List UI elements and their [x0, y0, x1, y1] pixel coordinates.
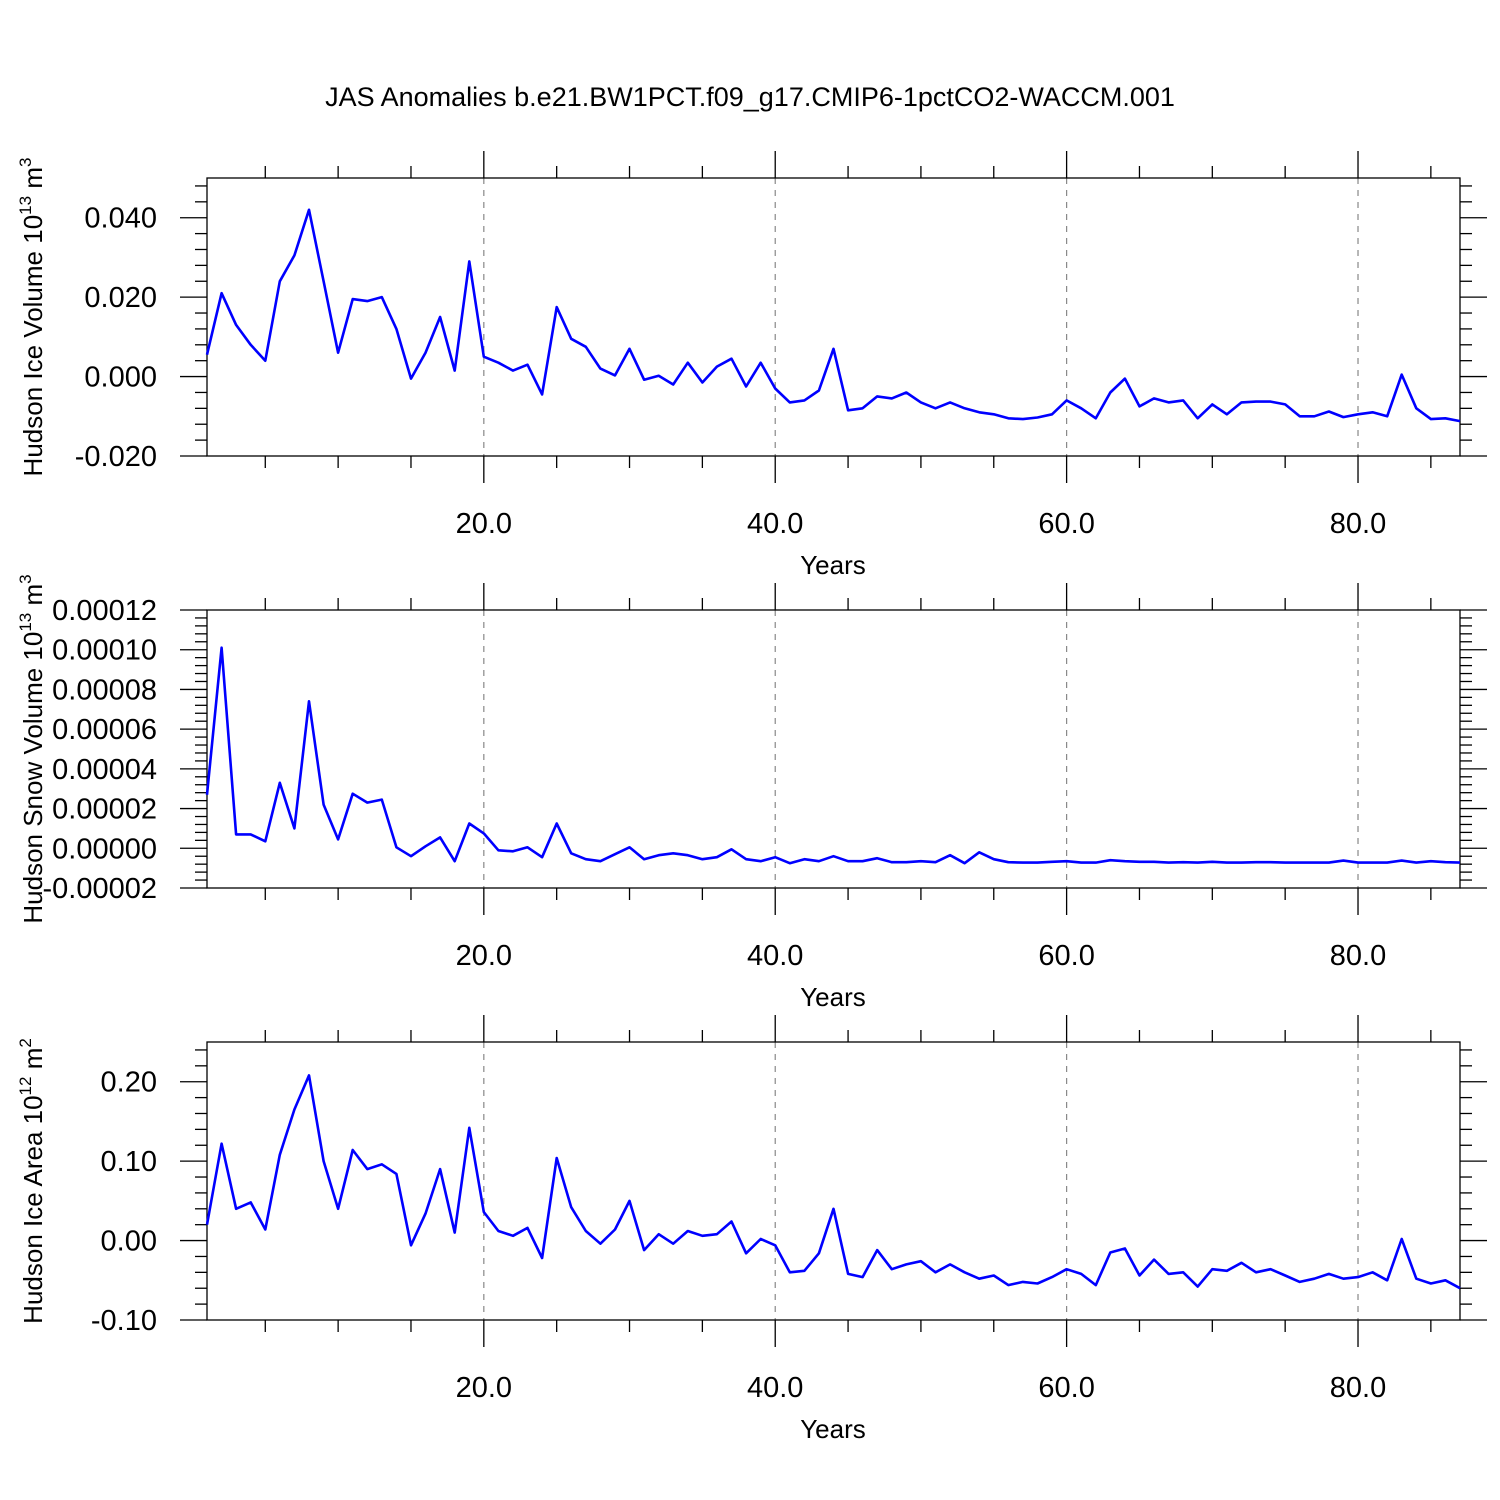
- y-tick-label: 0.00008: [52, 674, 157, 706]
- series-line-hudson-ice-area: [205, 1074, 1461, 1290]
- y-tick-label: 0.020: [84, 282, 157, 314]
- x-tick-label: 40.0: [747, 1372, 803, 1404]
- series-line-hudson-ice-volume: [205, 208, 1461, 423]
- x-tick-label: 60.0: [1038, 1372, 1094, 1404]
- panel-hudson-snow-volume: 20.0 40.0 60.0 80.0 -0.00002 0.00000 0.00002 0.…: [16, 574, 1487, 1012]
- y-tick-label: 0.00002: [52, 794, 157, 826]
- y-tick-label: -0.10: [91, 1305, 157, 1337]
- y-tick-label: -0.00002: [43, 873, 158, 905]
- panel-hudson-ice-volume: 20.0 40.0 60.0 80.0 -0.020 0.000 0.020 0.040 Yea…: [16, 151, 1487, 580]
- y-tick-label: 0.00006: [52, 714, 157, 746]
- y-axis-label: Hudson Ice Volume 1013 m3: [16, 158, 48, 477]
- y-tick-label: 0.000: [84, 362, 157, 394]
- x-axis-label: Years: [800, 550, 866, 580]
- y-tick-label: 0.00: [101, 1226, 157, 1258]
- x-tick-label: 20.0: [456, 940, 512, 972]
- x-tick-label: 80.0: [1330, 940, 1386, 972]
- y-tick-label: 0.00010: [52, 635, 157, 667]
- series-line-hudson-snow-volume: [205, 646, 1461, 865]
- y-tick-label: 0.040: [84, 203, 157, 235]
- x-tick-label: 60.0: [1038, 940, 1094, 972]
- x-axis-label: Years: [800, 1414, 866, 1444]
- y-axis-label: Hudson Ice Area 1012 m2: [16, 1038, 48, 1324]
- x-tick-label: 60.0: [1038, 508, 1094, 540]
- y-axis-label: Hudson Snow Volume 1013 m3: [16, 574, 48, 923]
- chart-title: JAS Anomalies b.e21.BW1PCT.f09_g17.CMIP6…: [325, 82, 1175, 112]
- y-tick-label: 0.00012: [52, 595, 157, 627]
- y-tick-label: 0.00000: [52, 833, 157, 865]
- x-tick-label: 20.0: [456, 508, 512, 540]
- plot-frame: [206, 1041, 1461, 1321]
- x-tick-label: 40.0: [747, 508, 803, 540]
- x-tick-label: 80.0: [1330, 1372, 1386, 1404]
- plot-frame: [206, 609, 1461, 889]
- y-tick-label: -0.020: [75, 441, 157, 473]
- plot-frame: [206, 177, 1461, 457]
- y-tick-label: 0.20: [101, 1067, 157, 1099]
- x-axis-label: Years: [800, 982, 866, 1012]
- y-tick-label: 0.10: [101, 1146, 157, 1178]
- x-tick-label: 40.0: [747, 940, 803, 972]
- x-tick-label: 20.0: [456, 1372, 512, 1404]
- y-tick-label: 0.00004: [52, 754, 157, 786]
- panel-hudson-ice-area: 20.0 40.0 60.0 80.0 -0.10 0.00 0.10 0.20 Years Hu…: [16, 1015, 1487, 1444]
- x-tick-label: 80.0: [1330, 508, 1386, 540]
- panels: 20.0 40.0 60.0 80.0 -0.020 0.000 0.020 0.040 Yea…: [16, 151, 1487, 1444]
